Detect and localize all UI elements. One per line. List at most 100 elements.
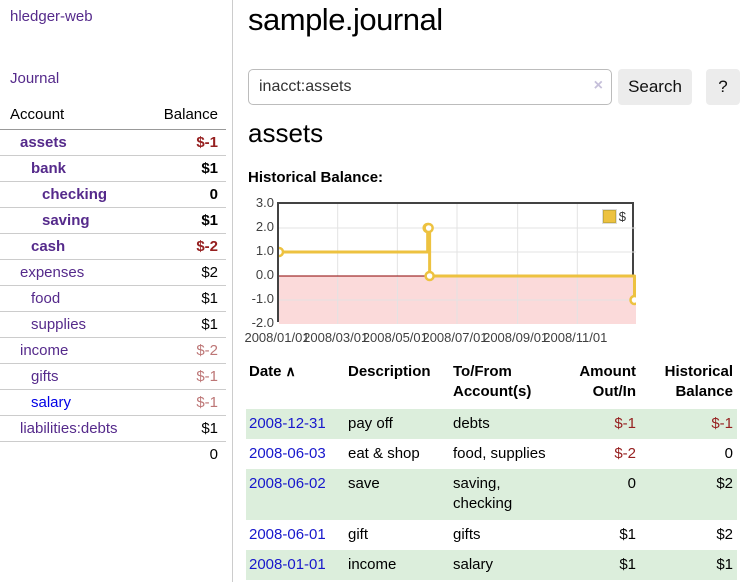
account-link[interactable]: assets	[20, 134, 67, 151]
transaction-description: pay off	[348, 414, 393, 432]
legend-label: $	[618, 209, 626, 224]
y-axis-tick-label: 3.0	[255, 195, 274, 210]
account-balance: $1	[147, 311, 226, 338]
table-row: 2008-06-03 eat & shop food, supplies $-2 0	[246, 439, 737, 469]
transaction-accounts: salary	[453, 555, 494, 573]
account-balance: $-2	[147, 233, 226, 260]
account-balance: $-1	[147, 363, 226, 390]
account-link[interactable]: supplies	[31, 316, 87, 333]
transaction-accounts: food, supplies	[453, 444, 546, 462]
account-balance: $1	[147, 415, 226, 442]
account-row: supplies $1	[0, 311, 226, 338]
table-row: 2008-12-31 pay off debts $-1 $-1	[246, 408, 737, 439]
account-link[interactable]: cash	[31, 238, 66, 255]
transaction-balance: $-1	[711, 414, 733, 432]
search-row: × Search ?	[248, 69, 742, 105]
account-link[interactable]: checking	[42, 186, 108, 203]
account-link[interactable]: food	[31, 290, 61, 307]
transaction-date-link[interactable]: 2008-01-01	[249, 555, 326, 573]
transaction-amount: $1	[619, 525, 636, 543]
transaction-balance: $2	[716, 475, 733, 492]
search-box: ×	[248, 69, 612, 105]
transaction-date-link[interactable]: 2008-06-01	[249, 525, 326, 543]
x-axis-tick-label: 2008/05/01	[362, 330, 428, 345]
transaction-amount: $-2	[614, 444, 636, 462]
accounts-column-account: Account	[0, 100, 148, 130]
account-row: expenses $2	[0, 259, 226, 286]
account-balance: $2	[147, 259, 226, 286]
table-row: 2008-06-01 gift gifts $1 $2	[246, 520, 737, 550]
account-row: assets $-1	[0, 130, 226, 156]
account-link[interactable]: salary	[31, 394, 72, 411]
account-heading: assets	[248, 118, 324, 148]
page-title: sample.journal	[248, 2, 443, 37]
account-balance: 0	[147, 181, 226, 208]
account-row: cash $-2	[0, 233, 226, 260]
help-button[interactable]: ?	[706, 69, 740, 105]
x-axis-tick-label: 2008/11/01	[543, 330, 608, 345]
y-axis-tick-label: -1.0	[251, 291, 274, 306]
chart-svg	[279, 204, 636, 324]
clear-search-icon[interactable]: ×	[593, 77, 603, 94]
account-link[interactable]: bank	[31, 160, 67, 177]
table-row: 2008-01-01 income salary $1 $1	[246, 549, 737, 580]
transaction-balance: 0	[724, 444, 733, 462]
account-balance: $-1	[196, 134, 218, 151]
account-link[interactable]: saving	[42, 212, 90, 229]
accounts-total-row: 0	[0, 441, 226, 467]
account-row: saving $1	[0, 207, 226, 234]
transaction-description: income	[348, 555, 397, 573]
transaction-accounts: gifts	[453, 525, 481, 543]
chart-plot-area: $	[277, 202, 636, 324]
account-link[interactable]: liabilities:debts	[20, 420, 118, 437]
account-row: checking 0	[0, 181, 226, 208]
account-link[interactable]: gifts	[31, 368, 59, 385]
account-row: gifts $-1	[0, 363, 226, 390]
x-axis-tick-label: 2008/01/01	[244, 330, 310, 345]
account-row: bank $1	[0, 155, 226, 182]
register-column-date[interactable]: Date ∧	[249, 363, 296, 380]
y-axis-tick-label: 1.0	[255, 243, 274, 258]
account-balance: $1	[147, 207, 226, 234]
transaction-accounts: saving, checking	[453, 475, 513, 513]
historical-balance-chart: $ 3.0 2.0 1.0 0.0 -1.0 -2.0 2008/01/01 2008/03/…	[244, 195, 742, 350]
transaction-description: gift	[348, 525, 369, 543]
accounts-table: Account Balance assets $-1 bank $1 checking 0…	[0, 100, 226, 467]
transaction-accounts: debts	[453, 414, 490, 432]
register-column-description: Description	[348, 363, 431, 380]
transaction-amount: $1	[619, 555, 636, 573]
account-balance: $-2	[147, 337, 226, 364]
transaction-date-link[interactable]: 2008-06-03	[249, 444, 326, 462]
account-row: food $1	[0, 285, 226, 312]
register-column-amount: Amount Out/In	[579, 363, 636, 401]
account-row: salary $-1	[0, 389, 226, 416]
register-table: Date ∧ Description To/From Account(s) Amo…	[246, 360, 737, 580]
register-column-balance: Historical Balance	[664, 363, 733, 401]
transaction-date-link[interactable]: 2008-06-02	[249, 475, 326, 492]
app-title-link[interactable]: hledger-web	[10, 8, 93, 25]
sort-ascending-icon[interactable]: ∧	[285, 363, 296, 379]
transaction-amount: $-1	[614, 414, 636, 432]
main-content: sample.journal × Search ? assets Histori…	[244, 0, 742, 582]
sidebar-item-journal[interactable]: Journal	[10, 70, 60, 87]
x-axis-tick-label: 2008/09/01	[483, 330, 549, 345]
register-column-accounts: To/From Account(s)	[453, 363, 532, 401]
accounts-column-balance: Balance	[147, 100, 226, 130]
search-button[interactable]: Search	[618, 69, 692, 105]
account-row: liabilities:debts $1	[0, 415, 226, 442]
account-row: income $-2	[0, 337, 226, 364]
transaction-amount: 0	[627, 475, 636, 492]
account-balance: $1	[147, 285, 226, 312]
transaction-balance: $1	[716, 555, 733, 573]
chart-legend: $	[601, 208, 627, 225]
account-link[interactable]: income	[20, 342, 69, 359]
accounts-total-balance: 0	[147, 441, 226, 467]
transaction-description: eat & shop	[348, 444, 420, 462]
transaction-date-link[interactable]: 2008-12-31	[249, 414, 326, 432]
y-axis-tick-label: 2.0	[255, 219, 274, 234]
transaction-description: save	[348, 475, 380, 492]
search-input[interactable]	[248, 69, 612, 105]
y-axis-tick-label: 0.0	[255, 267, 274, 282]
account-link[interactable]: expenses	[20, 264, 85, 281]
account-balance: $-1	[147, 389, 226, 416]
